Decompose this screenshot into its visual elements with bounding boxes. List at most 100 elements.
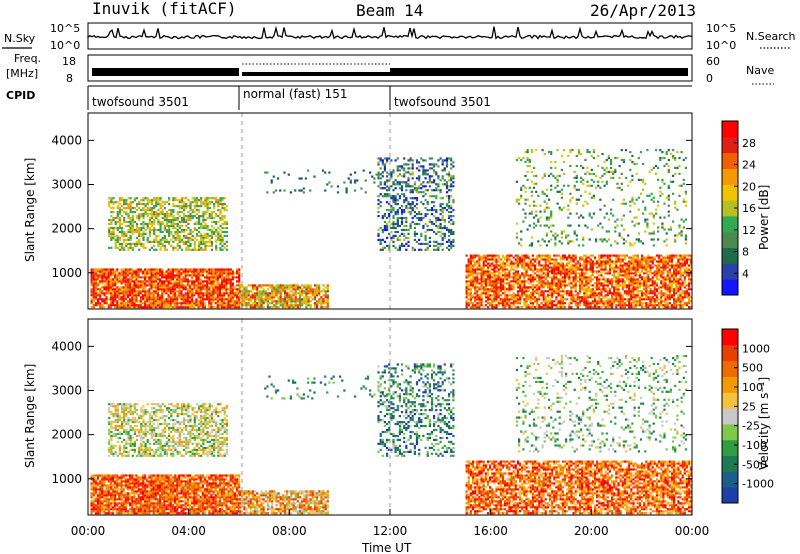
heatmap-cell xyxy=(131,278,134,281)
heatmap-cell xyxy=(574,294,577,297)
heatmap-cell xyxy=(184,286,187,289)
heatmap-cell xyxy=(150,280,153,283)
heatmap-cell xyxy=(525,280,528,283)
heatmap-cell xyxy=(210,298,213,301)
heatmap-cell xyxy=(534,272,537,275)
heatmap-cell xyxy=(135,215,139,218)
heatmap-cell xyxy=(105,296,108,299)
heatmap-cell xyxy=(159,238,162,241)
heatmap-cell xyxy=(495,276,498,279)
heatmap-cell xyxy=(146,280,149,283)
heatmap-cell xyxy=(123,240,126,243)
heatmap-cell xyxy=(645,290,648,293)
heatmap-cell xyxy=(536,268,539,271)
heatmap-cell xyxy=(411,171,414,174)
heatmap-cell xyxy=(476,292,479,295)
heatmap-cell xyxy=(193,272,196,275)
heatmap-cell xyxy=(501,304,505,307)
heatmap-cell xyxy=(225,276,228,279)
heatmap-cell xyxy=(173,268,177,271)
heatmap-cell xyxy=(664,288,667,291)
heatmap-cell xyxy=(139,268,142,271)
heatmap-cell xyxy=(572,270,575,273)
heatmap-cell xyxy=(381,215,384,218)
heatmap-cell xyxy=(311,288,314,291)
heatmap-cell xyxy=(172,246,175,249)
heatmap-cell xyxy=(600,260,603,263)
heatmap-cell xyxy=(215,220,218,224)
heatmap-cell xyxy=(298,292,302,295)
heatmap-cell xyxy=(189,218,192,222)
heatmap-cell xyxy=(197,274,200,277)
heatmap-cell xyxy=(439,191,442,194)
heatmap-cell xyxy=(197,284,200,287)
heatmap-cell xyxy=(623,290,626,293)
heatmap-cell xyxy=(630,280,633,283)
heatmap-cell xyxy=(202,224,205,228)
heatmap-cell xyxy=(430,181,434,184)
heatmap-cell xyxy=(566,256,569,259)
heatmap-cell xyxy=(413,248,416,251)
heatmap-cell xyxy=(178,201,181,204)
heatmap-cell xyxy=(185,224,188,228)
heatmap-cell xyxy=(210,244,213,247)
heatmap-cell xyxy=(247,304,250,307)
heatmap-cell xyxy=(189,244,192,247)
heatmap-cell xyxy=(148,300,151,303)
heatmap-cell xyxy=(386,193,389,196)
heatmap-cell xyxy=(99,272,102,275)
heatmap-cell xyxy=(514,260,517,263)
heatmap-cell xyxy=(445,185,449,188)
heatmap-cell xyxy=(570,294,573,297)
heatmap-cell xyxy=(664,292,667,295)
heatmap-cell xyxy=(504,282,507,285)
heatmap-cell xyxy=(613,260,616,263)
heatmap-cell xyxy=(176,304,179,307)
heatmap-cell xyxy=(452,199,455,202)
heatmap-cell xyxy=(611,260,614,263)
heatmap-cell xyxy=(174,236,177,239)
heatmap-cell xyxy=(578,300,582,303)
heatmap-cell xyxy=(563,258,567,261)
heatmap-cell xyxy=(262,294,265,297)
heatmap-cell xyxy=(118,298,121,301)
heatmap-cell xyxy=(428,236,431,239)
heatmap-cell xyxy=(223,207,226,210)
heatmap-cell xyxy=(309,304,312,307)
heatmap-cell xyxy=(296,288,299,291)
heatmap-cell xyxy=(548,294,552,297)
heatmap-cell xyxy=(471,272,475,275)
heatmap-cell xyxy=(298,290,302,293)
heatmap-cell xyxy=(636,282,639,285)
heatmap-cell xyxy=(221,199,224,202)
heatmap-cell xyxy=(484,272,487,275)
heatmap-cell xyxy=(210,292,213,295)
heatmap-cell xyxy=(227,272,230,275)
heatmap-cell xyxy=(202,248,205,251)
heatmap-cell xyxy=(171,300,174,303)
heatmap-cell xyxy=(396,248,399,251)
heatmap-cell xyxy=(125,220,128,224)
heatmap-cell xyxy=(118,216,121,220)
heatmap-cell xyxy=(422,169,425,172)
heatmap-cell xyxy=(430,222,434,226)
heatmap-cell xyxy=(107,284,110,287)
heatmap-cell xyxy=(150,209,154,212)
heatmap-cell xyxy=(628,300,631,303)
heatmap-cell xyxy=(118,199,121,202)
heatmap-cell xyxy=(559,300,562,303)
heatmap-cell xyxy=(144,284,147,287)
heatmap-cell xyxy=(546,254,549,257)
heatmap-cell xyxy=(424,193,427,196)
heatmap-cell xyxy=(638,300,641,303)
heatmap-cell xyxy=(152,268,155,271)
heatmap-cell xyxy=(201,286,204,289)
heatmap-cell xyxy=(415,189,419,192)
heatmap-cell xyxy=(159,296,162,299)
heatmap-cell xyxy=(313,294,317,297)
heatmap-cell xyxy=(176,276,179,279)
heatmap-cell xyxy=(236,288,239,291)
heatmap-cell xyxy=(379,167,382,170)
heatmap-cell xyxy=(578,292,582,295)
heatmap-cell xyxy=(148,270,151,273)
